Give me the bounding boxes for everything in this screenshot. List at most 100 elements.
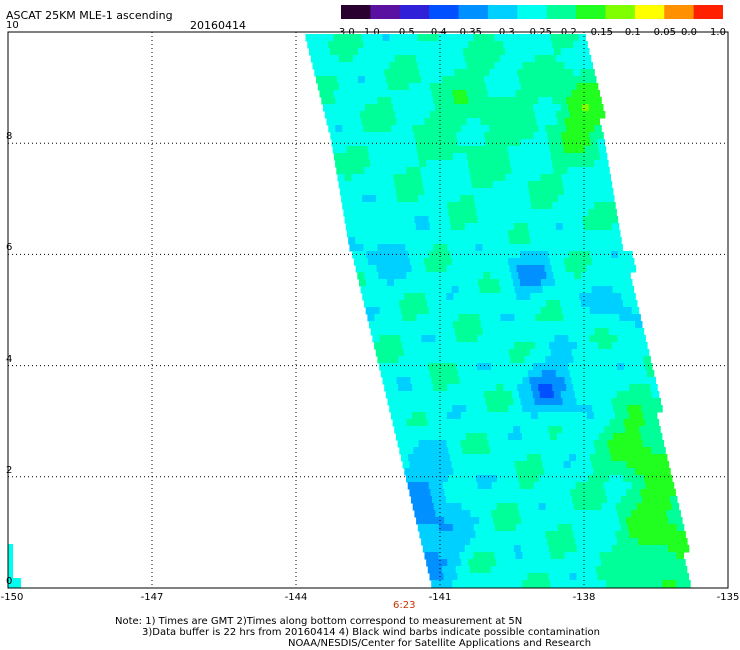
swath-cell xyxy=(521,461,530,469)
swath-cell xyxy=(461,559,469,567)
swath-cell xyxy=(555,545,564,553)
swath-cell xyxy=(578,552,586,560)
swath-cell xyxy=(562,426,570,434)
swath-cell xyxy=(569,223,578,231)
swath-cell xyxy=(338,111,347,119)
swath-cell xyxy=(620,377,628,385)
swath-cell xyxy=(540,538,548,546)
swath-cell xyxy=(652,510,660,518)
swath-cell xyxy=(432,412,441,420)
swath-cell xyxy=(562,454,570,462)
swath-cell xyxy=(628,440,637,448)
swath-cell xyxy=(372,104,380,112)
swath-cell xyxy=(508,118,516,126)
swath-cell xyxy=(595,209,603,217)
swath-cell xyxy=(443,426,451,434)
swath-cell xyxy=(474,496,482,504)
swath-cell xyxy=(433,503,442,511)
swath-cell xyxy=(530,195,538,203)
swath-cell xyxy=(566,41,574,49)
swath-cell xyxy=(349,202,357,210)
swath-cell xyxy=(613,349,622,357)
swath-cell xyxy=(531,356,539,364)
swath-cell xyxy=(580,531,588,539)
swath-cell xyxy=(586,412,595,420)
note-line-3: NOAA/NESDIS/Center for Satellite Applica… xyxy=(288,638,592,649)
swath-cell xyxy=(363,97,371,105)
swath-cell xyxy=(502,265,511,273)
swath-cell xyxy=(548,55,557,63)
swath-cell xyxy=(474,412,483,420)
swath-cell xyxy=(495,412,504,420)
swath-cell xyxy=(586,265,595,273)
swath-cell xyxy=(562,545,571,553)
swath-cell xyxy=(369,293,377,301)
swath-cell xyxy=(604,279,612,287)
swath-cell xyxy=(427,475,435,483)
swath-cell xyxy=(585,552,593,560)
swath-cell xyxy=(654,517,662,525)
swath-cell xyxy=(646,398,654,406)
swath-cell xyxy=(449,48,457,56)
swath-cell xyxy=(547,216,556,224)
swath-cell xyxy=(439,237,447,245)
swath-cell xyxy=(373,139,381,147)
swath-cell xyxy=(418,321,426,329)
swath-cell xyxy=(497,419,506,427)
swath-cell xyxy=(508,552,516,560)
swath-cell xyxy=(609,447,617,455)
swath-cell xyxy=(451,342,459,350)
swath-cell xyxy=(381,342,389,350)
swath-cell xyxy=(617,482,626,490)
swath-cell xyxy=(453,496,461,504)
swath-cell xyxy=(356,41,364,49)
x-tick-label: -141 xyxy=(428,592,452,603)
swath-cell xyxy=(394,279,402,287)
swath-cell xyxy=(559,160,567,168)
swath-cell xyxy=(656,468,664,476)
swath-cell xyxy=(643,503,652,511)
swath-cell xyxy=(526,132,534,140)
swath-cell xyxy=(576,398,584,406)
swath-cell xyxy=(610,482,619,490)
swath-cell xyxy=(577,342,585,350)
swath-cell xyxy=(384,356,392,364)
swath-cell xyxy=(528,286,537,294)
swath-cell xyxy=(495,293,503,301)
swath-cell xyxy=(562,279,570,287)
swath-cell xyxy=(448,447,456,455)
swath-cell xyxy=(525,167,533,175)
swath-cell xyxy=(419,244,427,252)
swath-cell xyxy=(358,216,367,224)
swath-cell xyxy=(336,167,344,175)
swath-cell xyxy=(415,279,423,287)
swath-cell xyxy=(510,559,518,567)
swath-cell xyxy=(426,160,434,168)
swath-cell xyxy=(452,552,460,560)
swath-cell xyxy=(529,552,537,560)
swath-cell xyxy=(464,181,473,189)
swath-cell xyxy=(500,188,509,196)
swath-cell xyxy=(618,573,626,581)
swath-cell xyxy=(629,328,638,336)
swath-cell xyxy=(645,510,653,518)
swath-cell xyxy=(438,524,447,532)
swath-cell xyxy=(428,174,436,182)
swath-cell xyxy=(600,195,608,203)
swath-cell xyxy=(518,209,526,217)
swath-cell xyxy=(563,146,572,154)
swath-cell xyxy=(405,125,413,133)
swath-cell xyxy=(410,377,418,385)
swath-cell xyxy=(527,223,536,231)
swath-cell xyxy=(522,524,531,532)
swath-cell xyxy=(407,363,415,371)
swath-cell xyxy=(538,503,547,511)
swath-cell xyxy=(388,146,397,154)
swath-cell xyxy=(442,363,450,371)
swath-cell xyxy=(398,328,407,336)
swath-cell xyxy=(472,461,481,469)
swath-cell xyxy=(495,496,503,504)
swath-cell xyxy=(545,244,553,252)
swath-cell xyxy=(373,181,382,189)
swath-cell xyxy=(316,76,324,84)
